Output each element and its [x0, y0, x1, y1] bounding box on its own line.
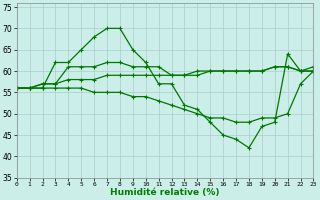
X-axis label: Humidité relative (%): Humidité relative (%)	[110, 188, 220, 197]
